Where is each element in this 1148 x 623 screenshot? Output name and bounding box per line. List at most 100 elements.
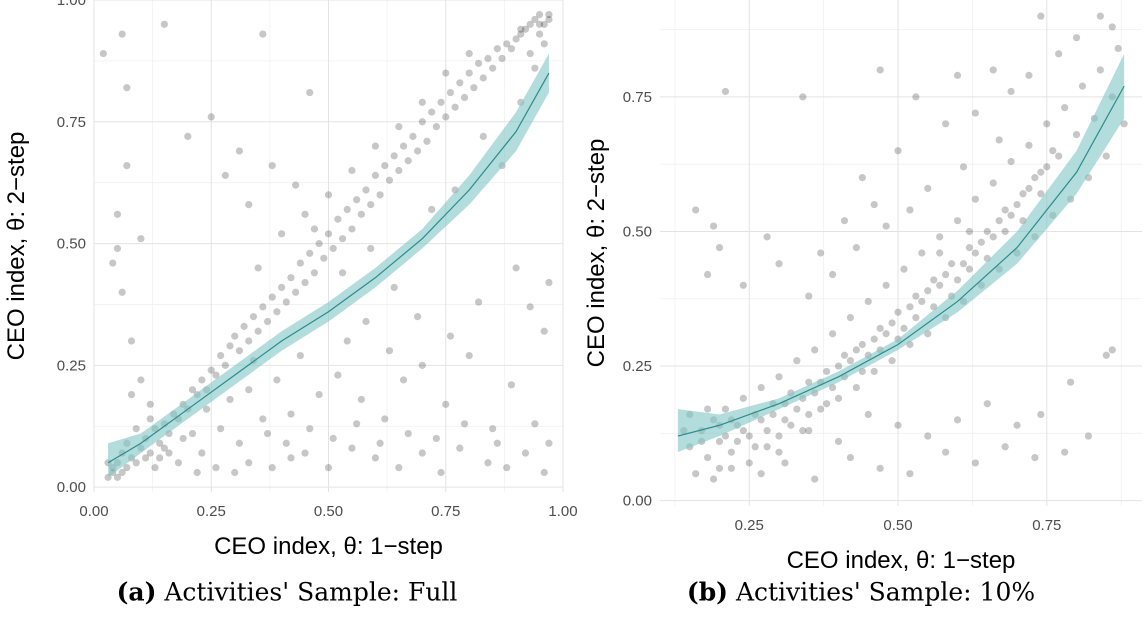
- chart-a-data-point: [123, 84, 131, 92]
- chart-b-data-point: [805, 378, 813, 386]
- chart-b-data-point: [828, 330, 837, 338]
- chart-b-data-point: [936, 249, 944, 257]
- chart-b-data-point: [1013, 421, 1021, 429]
- chart-a-data-point: [160, 444, 168, 452]
- chart-a-data-point: [278, 283, 286, 292]
- chart-b-data-point: [959, 260, 968, 268]
- chart-b-data-point: [811, 346, 819, 354]
- chart-b-data-point: [828, 270, 837, 279]
- chart-b-data-point: [876, 464, 884, 472]
- chart-a-data-point: [517, 30, 525, 38]
- chart-a-data-point: [188, 429, 197, 438]
- chart-b-data-point: [953, 217, 962, 225]
- chart-a-data-point: [118, 288, 126, 296]
- chart-b-data-point: [1120, 120, 1128, 128]
- chart-b-data-point: [745, 432, 753, 440]
- chart-b-y-tick-label: 0.50: [623, 223, 652, 240]
- chart-b-data-point: [1031, 453, 1039, 462]
- chart-b-data-point: [775, 260, 783, 268]
- chart-a-data-point: [315, 390, 323, 399]
- chart-b-data-point: [953, 416, 962, 424]
- chart-a-data-point: [535, 30, 544, 38]
- chart-b-data-point: [757, 383, 765, 392]
- chart-a-data-point: [338, 269, 347, 277]
- chart-a-data-point: [371, 142, 379, 150]
- chart-a-data-point: [301, 210, 309, 218]
- chart-a-data-point: [301, 449, 309, 457]
- chart-b-data-point: [1025, 71, 1033, 79]
- chart-a-data-point: [507, 45, 516, 53]
- chart-b-data-point: [715, 244, 724, 252]
- chart-b-data-point: [1102, 152, 1110, 160]
- chart-a-data-point: [132, 459, 140, 467]
- chart-a-data-point: [348, 166, 356, 175]
- chart-a-data-point: [540, 468, 548, 477]
- chart-a-data-point: [329, 244, 337, 253]
- chart-a-data-point: [531, 15, 539, 24]
- chart-a-data-point: [273, 308, 281, 316]
- chart-b-data-point: [1049, 147, 1057, 155]
- chart-a-data-point: [526, 49, 534, 58]
- chart-a-data-point: [146, 400, 154, 408]
- chart-b-data-point: [995, 136, 1003, 144]
- chart-a-fit-line: [107, 72, 550, 464]
- chart-a-data-point: [390, 152, 398, 160]
- chart-panel-b: 0.25 0.50 0.75 0.00 0.25 0.50 0.75 CEO index, θ…: [574, 0, 1148, 623]
- chart-b-data-point: [1025, 184, 1033, 193]
- chart-a-data-point: [306, 425, 314, 433]
- chart-b-data-point: [1096, 66, 1104, 74]
- chart-a-data-point: [353, 420, 361, 428]
- chart-a-data-point: [193, 468, 201, 477]
- chart-b-data-point: [936, 233, 944, 241]
- chart-a-data-point: [310, 269, 319, 277]
- chart-b-data-point: [858, 174, 866, 182]
- chart-b-data-point: [823, 367, 831, 376]
- chart-b-data-point: [1096, 12, 1104, 20]
- chart-b-data-point: [1055, 50, 1063, 58]
- chart-a-data-point: [404, 157, 412, 165]
- chart-a-data-point: [212, 371, 220, 379]
- chart-a-data-point: [202, 405, 211, 413]
- chart-b-data-point: [924, 184, 932, 193]
- chart-a-data-point: [376, 191, 384, 199]
- chart-b-data-point: [775, 432, 783, 440]
- chart-a-data-point: [231, 468, 239, 477]
- chart-b-data-point: [888, 319, 896, 327]
- chart-a-data-point: [385, 347, 394, 355]
- chart-a-data-point: [165, 449, 173, 457]
- chart-a-data-point: [521, 449, 530, 457]
- chart-b-data-point: [1037, 12, 1045, 20]
- chart-b-data-point: [942, 448, 950, 456]
- chart-a-x-tick-label: 0.50: [314, 503, 343, 520]
- chart-b-x-tick-label: 0.50: [883, 517, 912, 534]
- chart-a-data-point: [282, 439, 290, 447]
- chart-b-data-point: [775, 448, 783, 456]
- chart-b-data-point: [709, 222, 718, 230]
- chart-a-data-point: [268, 464, 276, 472]
- chart-a-data-point: [273, 376, 281, 384]
- chart-a-x-tick-label: 0.25: [197, 503, 226, 520]
- caption-b-tag: (b): [686, 577, 728, 607]
- chart-a-data-point: [235, 439, 243, 447]
- chart-b-data-point: [894, 421, 902, 429]
- chart-a-data-point: [432, 123, 440, 131]
- chart-a-data-point: [418, 118, 426, 126]
- chart-b-data-point: [989, 66, 997, 74]
- chart-a-data-point: [118, 468, 126, 477]
- chart-b-data-point: [947, 260, 956, 268]
- chart-panel-a: 0.00 0.25 0.50 0.75 1.00 0.00 0.25 0.50 0.75 1.00…: [0, 0, 578, 607]
- chart-a-data-point: [217, 425, 225, 433]
- chart-a-data-point: [217, 352, 225, 360]
- chart-b-data-point: [1108, 23, 1116, 31]
- chart-a-data-point: [245, 386, 253, 394]
- chart-b-data-point: [858, 340, 866, 349]
- chart-b-data-point: [1007, 157, 1015, 166]
- caption-a: (a) Activities' Sample: Full: [0, 578, 574, 607]
- chart-a-data-point: [535, 11, 544, 19]
- chart-b-data-point: [1037, 410, 1045, 419]
- chart-a-data-point: [348, 225, 356, 233]
- chart-a-x-axis-title: CEO index, θ: 1−step: [214, 533, 443, 560]
- chart-a-data-point: [268, 293, 276, 301]
- chart-a-data-point: [512, 35, 520, 43]
- chart-a-data-point: [231, 332, 239, 340]
